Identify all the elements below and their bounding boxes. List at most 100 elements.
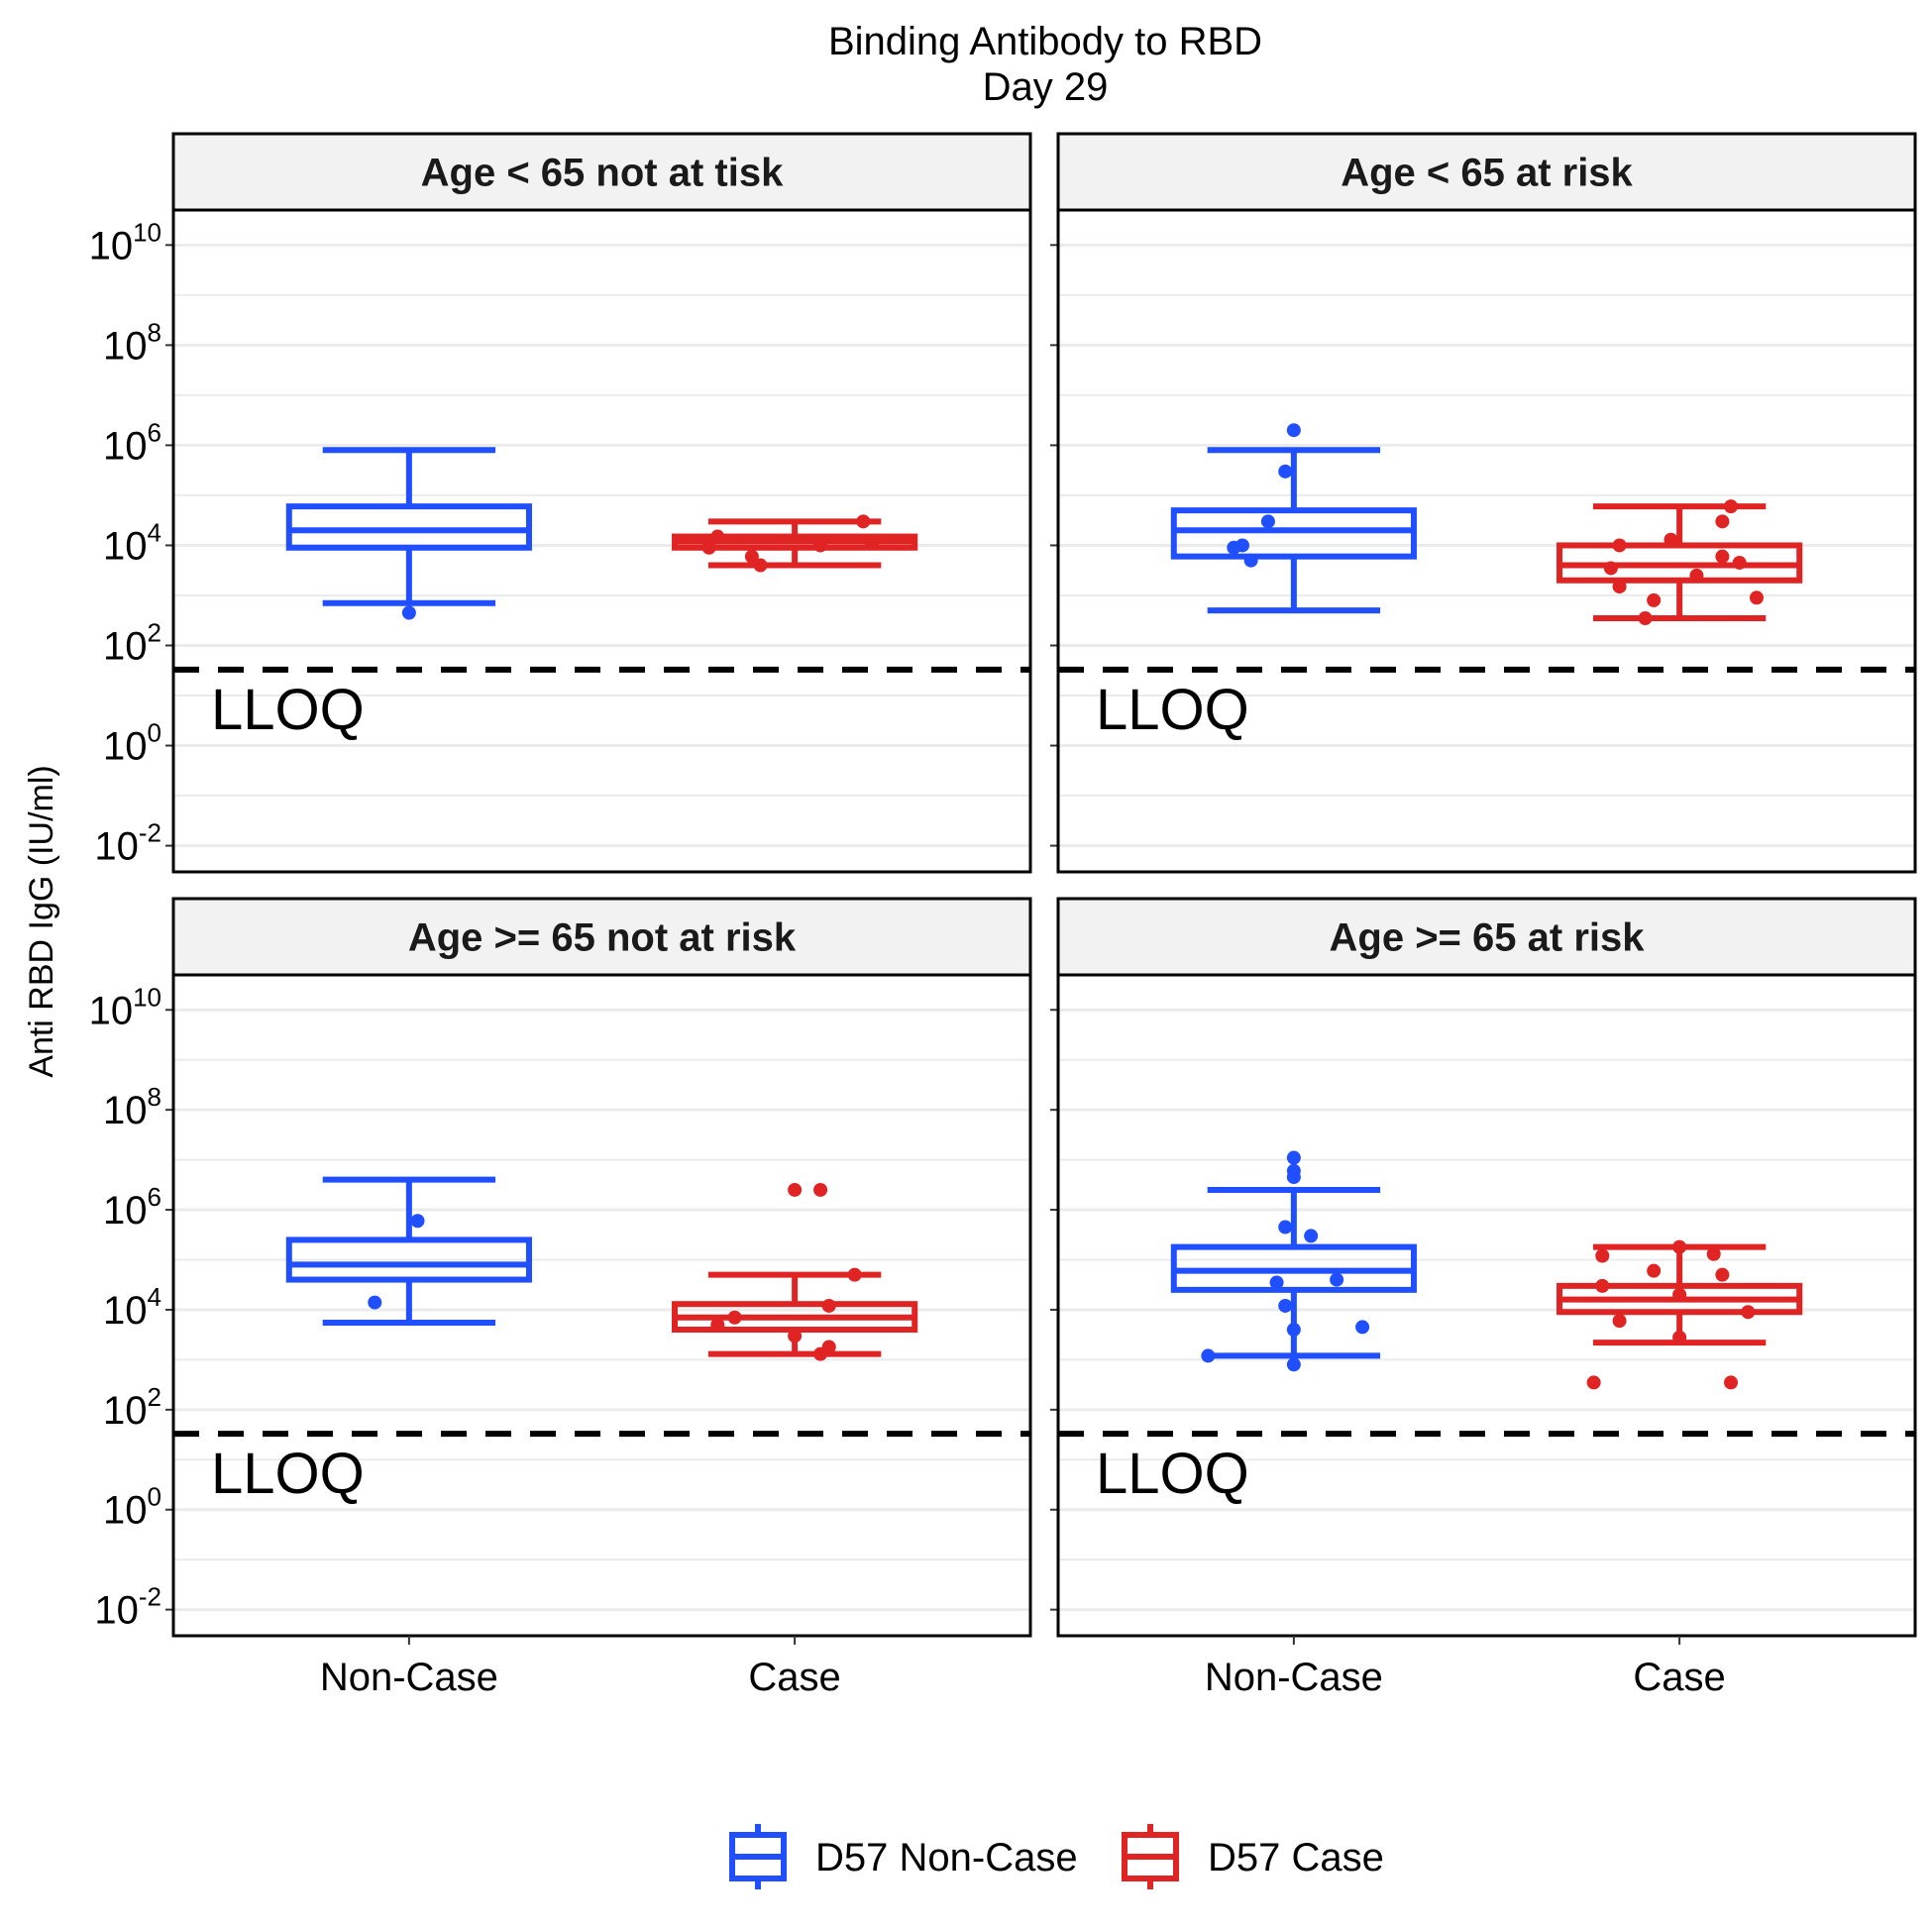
panel-border [171, 208, 1032, 874]
non-case-box [1170, 423, 1417, 614]
data-point [821, 1298, 836, 1313]
data-point [1724, 1375, 1739, 1390]
legend-label: D57 Non-Case [815, 1836, 1078, 1879]
data-point [813, 538, 828, 553]
x-tick-label: Non-Case [1205, 1656, 1383, 1699]
panel-strip [171, 132, 1032, 212]
chart-title: Binding Antibody to RBD [828, 20, 1262, 63]
data-point [1603, 561, 1618, 576]
panel: Age >= 65 not at risk 10-2 100 102 104 106 108… [89, 897, 1032, 1699]
chart-subtitle: Day 29 [983, 65, 1109, 109]
y-tick-label: 108 [103, 1082, 161, 1132]
data-point [1595, 1278, 1610, 1293]
data-point [701, 540, 716, 555]
data-point [727, 1310, 742, 1325]
data-point [368, 1295, 382, 1310]
panel-strip-label: Age >= 65 not at risk [408, 916, 797, 960]
data-point [1741, 1305, 1756, 1320]
data-point [1732, 555, 1747, 570]
y-tick-label: 1010 [89, 982, 161, 1032]
y-axis-title: Anti RBD IgG (IU/ml) [23, 765, 60, 1077]
data-point [1286, 1170, 1301, 1185]
lloq-label: LLOQ [211, 1442, 365, 1506]
data-point [1260, 514, 1275, 529]
data-point [1278, 1220, 1293, 1234]
panel-border [1056, 208, 1917, 874]
data-point [1269, 1275, 1284, 1290]
box-iqr [1170, 507, 1417, 560]
non-case-box [1170, 1150, 1417, 1372]
data-point [1724, 499, 1739, 514]
data-point [401, 605, 416, 620]
y-tick-label: 106 [103, 1182, 161, 1233]
box-iqr [285, 503, 532, 551]
data-point [710, 529, 725, 544]
data-point [1672, 1287, 1687, 1302]
data-point [1330, 1272, 1344, 1287]
box-iqr [285, 1236, 532, 1283]
y-tick-label: 106 [103, 417, 161, 468]
non-case-box [285, 447, 532, 620]
data-point [1612, 1314, 1627, 1329]
panels: Age < 65 not at tisk 10-2 100 102 104 106 108 1… [89, 132, 1917, 1699]
data-point [1647, 592, 1662, 607]
panel-border [1056, 973, 1917, 1638]
data-point [1715, 514, 1730, 529]
y-tick-label: 100 [103, 718, 161, 769]
data-point [1672, 1239, 1687, 1254]
data-point [1749, 590, 1764, 605]
data-point [813, 1346, 828, 1361]
data-point [1243, 553, 1258, 568]
y-tick-label: 108 [103, 317, 161, 368]
data-point [1227, 540, 1241, 555]
data-point [1612, 538, 1627, 553]
lloq-label: LLOQ [1096, 678, 1249, 742]
case-box [672, 1182, 918, 1361]
x-tick-label: Non-Case [320, 1656, 498, 1699]
panel: Age < 65 not at tisk 10-2 100 102 104 106 108 1… [89, 132, 1032, 874]
x-tick-label: Case [1633, 1656, 1725, 1699]
data-point [1286, 1357, 1301, 1372]
y-tick-label: 10-2 [94, 1582, 161, 1633]
panel-border [171, 973, 1032, 1638]
data-point [1689, 568, 1704, 583]
data-point [1638, 611, 1653, 626]
legend: D57 Non-Case D57 Case [729, 1824, 1384, 1889]
data-point [1612, 580, 1627, 594]
data-point [1286, 1150, 1301, 1165]
panel-strip-label: Age >= 65 at risk [1330, 916, 1646, 960]
data-point [1286, 423, 1301, 438]
case-box [1556, 499, 1803, 626]
non-case-box [285, 1176, 532, 1327]
y-tick-label: 10-2 [94, 818, 161, 869]
data-point [1672, 1330, 1687, 1344]
x-tick-label: Case [748, 1656, 840, 1699]
panel-strip [1056, 132, 1917, 212]
legend-label: D57 Case [1208, 1836, 1384, 1879]
data-point [1304, 1229, 1319, 1243]
data-point [1278, 464, 1293, 479]
data-point [1201, 1348, 1216, 1363]
data-point [1586, 1375, 1601, 1390]
lloq-label: LLOQ [1096, 1442, 1249, 1506]
data-point [847, 1267, 862, 1282]
data-point [1286, 1323, 1301, 1338]
data-point [753, 558, 768, 573]
case-box [1556, 1239, 1803, 1390]
data-point [856, 514, 871, 529]
panel-strip-label: Age < 65 at risk [1341, 152, 1633, 195]
data-point [864, 536, 879, 551]
panel: Age < 65 at risk LLOQ [1050, 132, 1917, 874]
data-point [788, 1329, 803, 1343]
data-point [1706, 1246, 1721, 1261]
data-point [410, 1214, 425, 1229]
lloq-label: LLOQ [211, 678, 365, 742]
legend-key [1122, 1824, 1179, 1889]
data-point [813, 1182, 828, 1197]
data-point [1647, 1263, 1662, 1278]
panel: Age >= 65 at risk LLOQ Non-Case Case [1050, 897, 1917, 1699]
data-point [1664, 532, 1678, 547]
data-point [1278, 1298, 1293, 1313]
legend-item: D57 Case [1122, 1824, 1384, 1889]
y-tick-label: 100 [103, 1482, 161, 1533]
